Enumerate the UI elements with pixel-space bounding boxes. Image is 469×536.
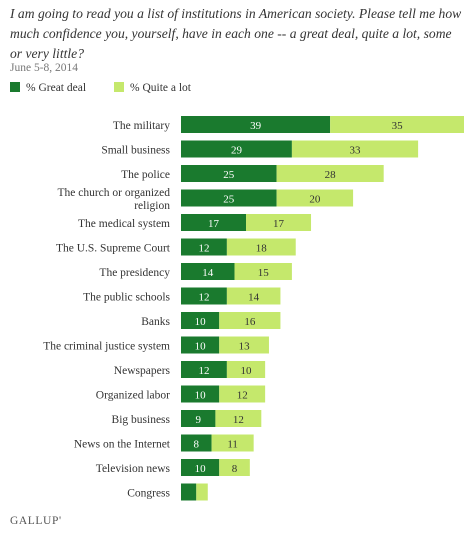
survey-date: June 5-8, 2014	[10, 62, 79, 74]
bar-great-deal-congress	[181, 483, 197, 501]
value-label-quite-a-lot-the-medical-system: 17	[273, 218, 285, 230]
value-label-great-deal-newspapers: 12	[198, 365, 209, 377]
bar-quite-a-lot-the-military	[330, 116, 464, 133]
bar-quite-a-lot-the-criminal-justice-system	[219, 336, 269, 354]
category-label-the-public-schools: The public schools	[83, 292, 170, 304]
legend-item-quite-a-lot: % Quite a lot	[114, 82, 191, 94]
value-label-quite-a-lot-big-business: 12	[233, 414, 244, 426]
category-label-the-medical-system: The medical system	[78, 218, 170, 230]
category-label-the-military: The military	[113, 120, 170, 132]
bar-great-deal-television-news	[181, 459, 220, 476]
legend-label-quite-a-lot: % Quite a lot	[130, 82, 191, 94]
value-label-quite-a-lot-newspapers: 10	[241, 365, 253, 377]
value-label-quite-a-lot-the-military: 35	[392, 120, 404, 132]
value-label-quite-a-lot-organized-labor: 12	[237, 390, 248, 402]
bar-quite-a-lot-newspapers	[226, 361, 266, 378]
bar-quite-a-lot-television-news	[219, 459, 250, 476]
value-label-quite-a-lot-news-on-the-internet: 11	[227, 439, 238, 451]
bar-great-deal-news-on-the-internet	[181, 434, 212, 452]
bar-great-deal-the-u-s-supreme-court	[181, 238, 227, 256]
bar-quite-a-lot-the-medical-system	[246, 214, 312, 231]
value-label-quite-a-lot-television-news: 8	[232, 463, 238, 475]
bar-quite-a-lot-congress	[196, 483, 208, 501]
value-label-great-deal-the-public-schools: 12	[198, 292, 209, 304]
category-label-newspapers: Newspapers	[114, 365, 171, 377]
value-label-great-deal-television-news: 10	[195, 463, 207, 475]
category-label-the-criminal-justice-system: The criminal justice system	[43, 341, 170, 353]
bar-quite-a-lot-the-public-schools	[226, 287, 281, 305]
value-label-quite-a-lot-the-church-or-organized-religion: 20	[309, 194, 321, 206]
bar-great-deal-big-business	[181, 410, 216, 427]
legend-label-great-deal: % Great deal	[26, 82, 87, 94]
bar-quite-a-lot-the-presidency	[234, 263, 292, 280]
value-label-quite-a-lot-banks: 16	[244, 316, 256, 328]
survey-question: I am going to read you a list of institu…	[10, 6, 462, 61]
bar-great-deal-newspapers	[181, 361, 227, 378]
bar-quite-a-lot-big-business	[215, 410, 262, 427]
bar-great-deal-organized-labor	[181, 385, 220, 403]
bar-great-deal-the-military	[181, 116, 331, 133]
value-label-quite-a-lot-the-police: 28	[325, 169, 337, 181]
legend-swatch-great-deal	[10, 82, 20, 92]
category-label-the-church-or-organized-religion: The church or organized religion	[57, 187, 170, 212]
category-label-congress: Congress	[127, 488, 170, 500]
value-label-quite-a-lot-small-business: 33	[350, 145, 362, 157]
category-label-the-u-s-supreme-court: The U.S. Supreme Court	[56, 243, 171, 255]
category-label-the-police: The police	[121, 169, 170, 181]
value-label-quite-a-lot-the-presidency: 15	[258, 267, 270, 279]
value-label-quite-a-lot-the-criminal-justice-system: 13	[239, 341, 251, 353]
category-label-television-news: Television news	[96, 463, 171, 475]
bar-quite-a-lot-the-police	[276, 165, 384, 182]
bar-great-deal-banks	[181, 312, 220, 329]
bar-great-deal-the-police	[181, 165, 277, 182]
value-label-quite-a-lot-the-public-schools: 14	[248, 292, 260, 304]
value-label-great-deal-the-u-s-supreme-court: 12	[198, 243, 209, 255]
bar-quite-a-lot-the-u-s-supreme-court	[226, 238, 296, 256]
bar-great-deal-the-public-schools	[181, 287, 227, 305]
bar-great-deal-the-medical-system	[181, 214, 247, 231]
category-label-small-business: Small business	[101, 145, 170, 157]
bar-quite-a-lot-banks	[219, 312, 281, 329]
value-label-great-deal-big-business: 9	[195, 414, 201, 426]
category-label-banks: Banks	[141, 316, 170, 328]
category-label-the-presidency: The presidency	[99, 267, 170, 279]
value-label-great-deal-the-church-or-organized-religion: 25	[223, 194, 235, 206]
value-label-great-deal-small-business: 29	[231, 145, 243, 157]
bar-quite-a-lot-organized-labor	[219, 385, 266, 403]
legend-swatch-quite-a-lot	[114, 82, 124, 92]
bar-quite-a-lot-small-business	[291, 140, 419, 158]
bar-great-deal-the-church-or-organized-religion	[181, 189, 277, 207]
bar-great-deal-small-business	[181, 140, 292, 158]
category-label-big-business: Big business	[112, 414, 171, 426]
value-label-great-deal-news-on-the-internet: 8	[194, 439, 200, 451]
value-label-great-deal-the-criminal-justice-system: 10	[195, 341, 207, 353]
category-label-news-on-the-internet: News on the Internet	[74, 439, 171, 451]
bar-great-deal-the-criminal-justice-system	[181, 336, 220, 354]
bar-great-deal-the-presidency	[181, 263, 235, 280]
value-label-great-deal-the-medical-system: 17	[208, 218, 220, 230]
value-label-great-deal-organized-labor: 10	[195, 390, 207, 402]
value-label-great-deal-the-military: 39	[250, 120, 262, 132]
value-label-quite-a-lot-the-u-s-supreme-court: 18	[256, 243, 268, 255]
gallup-logo: GALLUP'	[10, 515, 62, 527]
legend-item-great-deal: % Great deal	[10, 82, 86, 94]
bar-quite-a-lot-the-church-or-organized-religion	[276, 189, 354, 207]
value-label-great-deal-banks: 10	[195, 316, 207, 328]
bar-quite-a-lot-news-on-the-internet	[211, 434, 254, 452]
value-label-great-deal-the-presidency: 14	[202, 267, 214, 279]
category-label-organized-labor: Organized labor	[96, 390, 170, 402]
value-label-great-deal-the-police: 25	[223, 169, 235, 181]
